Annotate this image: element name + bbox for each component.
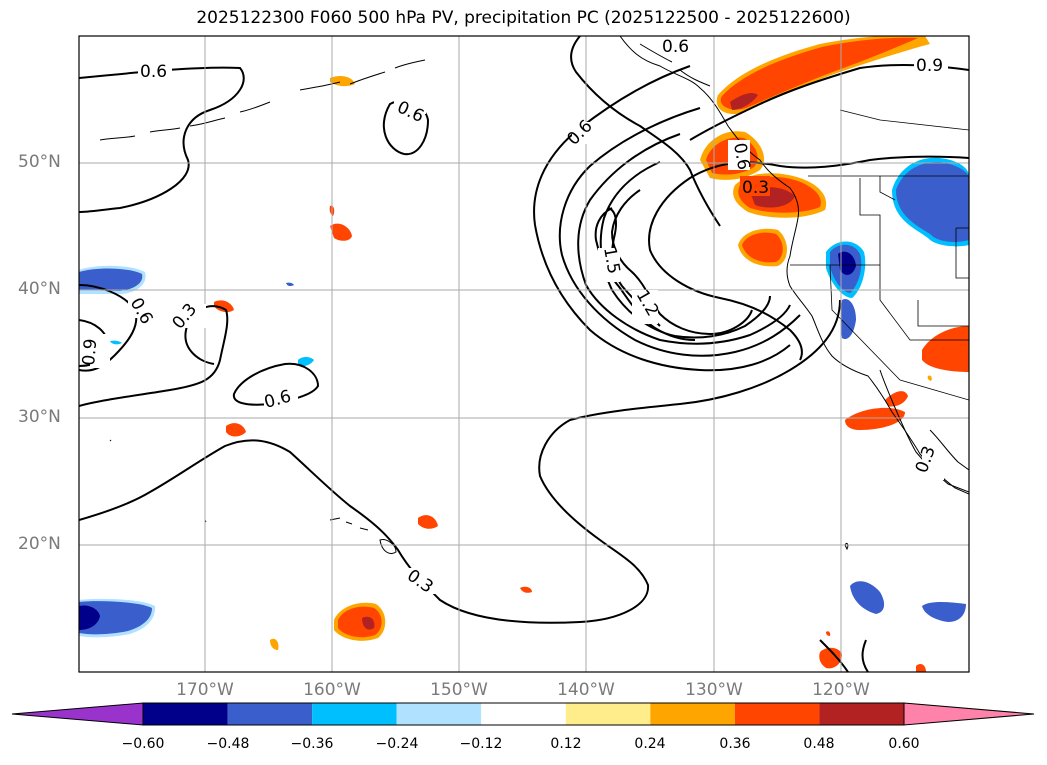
- contour-labels: 0.6 0.6 0.6 0.6 0.9 0.6 0.3 0.6 0.9 0.6 …: [79, 36, 948, 598]
- colorbar-tick: 0.24: [634, 736, 666, 752]
- colorbar-tick: −0.12: [459, 736, 503, 752]
- colorbar-cell: [396, 703, 482, 725]
- contour-label: 0.9: [79, 338, 101, 367]
- lon-label-130w: 130°W: [685, 680, 743, 700]
- map-panel: [79, 36, 969, 672]
- colorbar: [11, 702, 1035, 726]
- graticule: [79, 36, 969, 672]
- lat-label-30n: 30°N: [18, 407, 61, 427]
- colorbar-tick: −0.36: [290, 736, 334, 752]
- map-title: 2025122300 F060 500 hPa PV, precipitatio…: [196, 8, 851, 28]
- contour-label: 1.5: [599, 245, 623, 275]
- lat-label-40n: 40°N: [18, 279, 61, 299]
- colorbar-cell: [650, 703, 735, 725]
- lon-label-150w: 150°W: [430, 680, 488, 700]
- colorbar-cell: [312, 703, 397, 725]
- lon-label-140w: 140°W: [557, 680, 615, 700]
- precip-negative-areas: [79, 157, 969, 638]
- lat-label-20n: 20°N: [18, 534, 61, 554]
- colorbar-tick: −0.60: [121, 736, 165, 752]
- contour-label: 0.6: [662, 37, 689, 57]
- lon-label-160w: 160°W: [303, 680, 361, 700]
- colorbar-tick: 0.12: [550, 736, 582, 752]
- colorbar-tick: 0.60: [888, 736, 920, 752]
- colorbar-cell: [143, 703, 228, 725]
- map-frame: [78, 35, 970, 673]
- colorbar-tick: −0.24: [375, 736, 419, 752]
- colorbar-cell: [819, 703, 904, 725]
- colorbar-extend-high: [903, 702, 1035, 726]
- contour-label: 0.6: [729, 141, 753, 171]
- colorbar-extend-low: [11, 702, 144, 726]
- lat-label-50n: 50°N: [18, 152, 61, 172]
- colorbar-cell: [227, 703, 313, 725]
- colorbar-tick: 0.48: [803, 736, 835, 752]
- colorbar-cell: [734, 703, 820, 725]
- contour-label: 0.6: [140, 62, 167, 82]
- colorbar-cell: [481, 703, 566, 725]
- lon-label-170w: 170°W: [176, 680, 234, 700]
- contour-label: 0.9: [916, 56, 943, 76]
- contour-label: 0.3: [742, 178, 769, 198]
- colorbar-tick: 0.36: [719, 736, 751, 752]
- political-borders: [790, 109, 969, 401]
- coastlines: [99, 36, 969, 554]
- colorbar-outline: [142, 702, 905, 726]
- colorbar-cell: [565, 703, 651, 725]
- lon-label-120w: 120°W: [812, 680, 870, 700]
- colorbar-tick: −0.48: [206, 736, 250, 752]
